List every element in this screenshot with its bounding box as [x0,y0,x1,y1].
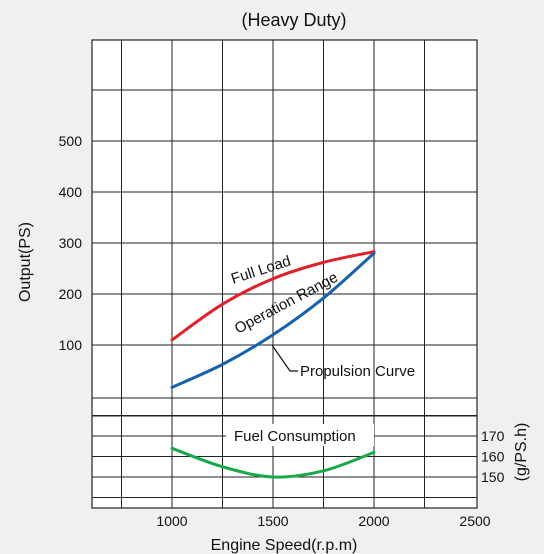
chart-title: (Heavy Duty) [241,10,346,30]
curves [170,250,376,479]
propulsion-curve-label: Propulsion Curve [300,363,415,380]
x-tick-label: 2500 [459,513,490,529]
propulsion-leader-line [271,344,298,372]
full-load-line [170,250,376,342]
x-tick-label: 2000 [358,513,389,529]
fuel-consumption-label: Fuel Consumption [234,428,356,445]
y-tick-label: 300 [59,235,83,251]
y-tick-label: 400 [59,184,83,200]
y2-axis-label: (g/PS.h) [513,423,530,482]
fuel-consumption-label-bg [226,424,374,446]
propulsion-curve-line [170,251,376,389]
x-tick-label: 1000 [156,513,187,529]
y-axis-label: Output(PS) [17,222,34,302]
y-tick-label: 500 [59,133,83,149]
y2-tick-label: 160 [481,449,505,465]
fuel-consumption-line [170,446,376,479]
y-tick-label: 200 [59,286,83,302]
y2-tick-label: 170 [481,428,505,444]
y2-tick-label: 150 [481,469,505,485]
y-tick-label: 100 [59,337,83,353]
x-tick-label: 1500 [257,513,288,529]
x-axis-label: Engine Speed(r.p.m) [211,537,358,554]
